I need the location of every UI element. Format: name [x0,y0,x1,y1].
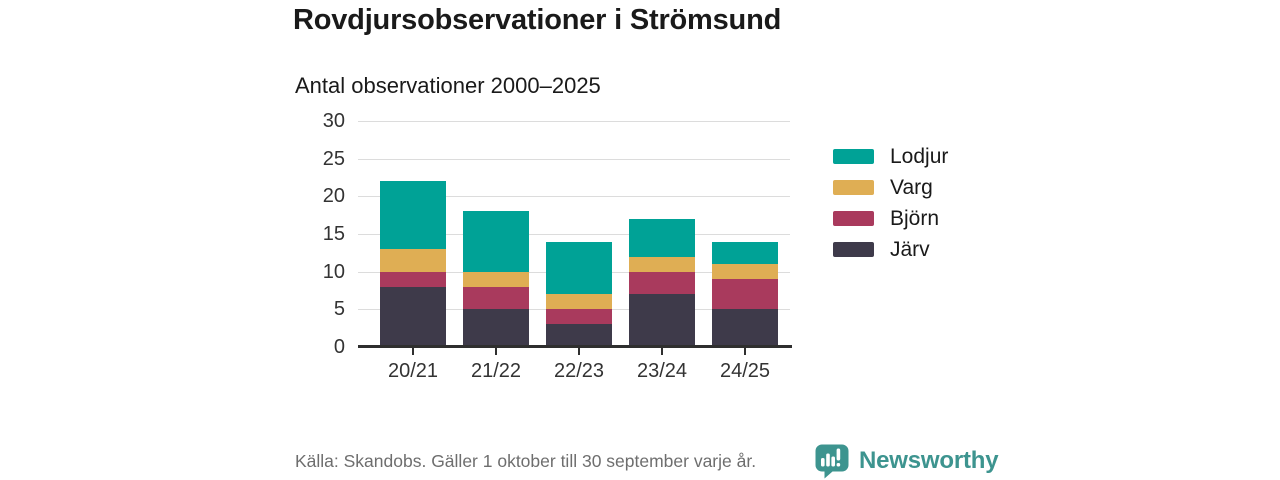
bar-segment-lodjur-23-24 [629,218,695,257]
bar-segment-varg-24-25 [712,264,778,280]
source-note: Källa: Skandobs. Gäller 1 oktober till 3… [295,451,757,471]
gridline [358,158,790,160]
gridline [358,196,790,198]
bar-segment-bjrn-22-23 [546,309,612,325]
y-tick-label: 25 [322,147,345,170]
bar-segment-lodjur-24-25 [712,241,778,265]
legend-swatch-icon [833,149,874,164]
bar-segment-bjrn-24-25 [712,279,778,310]
legend-label: Lodjur [890,144,949,168]
legend-swatch-icon [833,242,874,257]
x-tick-label: 22/23 [553,360,605,382]
y-tick-label: 10 [322,260,345,283]
y-tick-label: 30 [322,110,345,132]
bar-segment-varg-21-22 [463,271,529,287]
bar-segment-jrv-20-21 [380,286,446,347]
legend-label: Varg [890,175,933,199]
x-tick [495,348,497,355]
legend-item-varg: Varg [833,172,948,203]
gridline [358,121,790,122]
newsworthy-logo-icon [815,444,849,479]
brand-wordmark: Newsworthy [859,447,999,474]
bar-segment-bjrn-21-22 [463,286,529,310]
chart-subtitle: Antal observationer 2000–2025 [295,73,601,98]
bar-segment-jrv-22-23 [546,324,612,347]
bar-segment-jrv-23-24 [629,294,695,347]
bar-segment-jrv-21-22 [463,309,529,347]
legend-label: Järv [890,237,930,261]
bar-segment-bjrn-20-21 [380,271,446,287]
bar-segment-bjrn-23-24 [629,271,695,295]
chart-legend: Lodjur Varg Björn Järv [833,141,948,265]
bar-segment-lodjur-21-22 [463,211,529,272]
y-tick-label: 20 [322,185,345,208]
bar-segment-varg-23-24 [629,256,695,272]
x-tick [578,348,580,355]
x-tick [744,348,746,355]
bar-segment-varg-22-23 [546,294,612,310]
y-tick-label: 0 [333,336,345,358]
legend-swatch-icon [833,180,874,195]
gridline [358,234,790,235]
bar-segment-lodjur-22-23 [546,241,612,295]
x-tick [661,348,663,355]
legend-item-lodjur: Lodjur [833,141,948,172]
legend-item-bjrn: Björn [833,203,948,234]
x-axis-line [358,345,792,348]
chart-title: Rovdjursobservationer i Strömsund [293,4,782,36]
y-tick-label: 15 [322,223,345,245]
y-tick-label: 5 [333,298,345,321]
legend-swatch-icon [833,211,874,226]
bar-segment-varg-20-21 [380,249,446,272]
bar-segment-jrv-24-25 [712,309,778,347]
legend-label: Björn [890,206,940,230]
x-tick-label: 21/22 [470,360,522,382]
x-tick-label: 24/25 [719,360,771,382]
legend-item-jrv: Järv [833,234,948,265]
x-tick-label: 23/24 [636,360,688,382]
bar-segment-lodjur-20-21 [380,181,446,250]
x-tick [412,348,414,355]
x-tick-label: 20/21 [387,360,439,382]
brand-link[interactable]: Newsworthy [814,443,999,479]
